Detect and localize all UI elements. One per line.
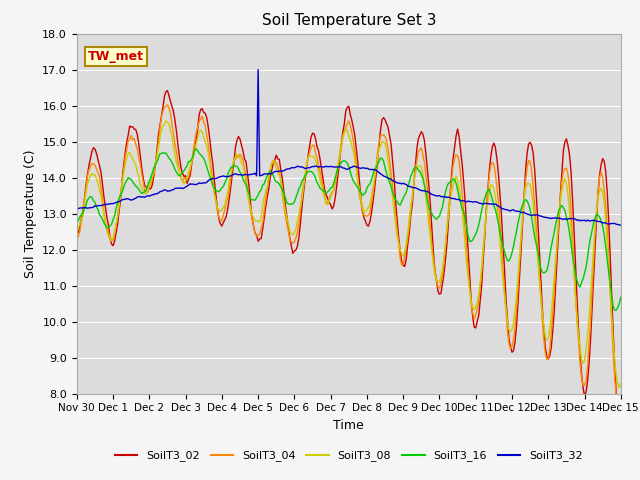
SoilT3_16 bbox=[174, 172, 182, 178]
SoilT3_32 bbox=[384, 175, 392, 181]
SoilT3_04 bbox=[552, 263, 559, 268]
SoilT3_04 bbox=[73, 236, 81, 242]
SoilT3_04 bbox=[617, 416, 625, 422]
SoilT3_08 bbox=[176, 170, 184, 176]
SoilT3_08 bbox=[552, 254, 559, 260]
SoilT3_08 bbox=[616, 384, 623, 390]
Line: SoilT3_32: SoilT3_32 bbox=[77, 70, 621, 225]
SoilT3_02 bbox=[552, 279, 559, 285]
SoilT3_16 bbox=[193, 146, 200, 152]
SoilT3_04 bbox=[164, 102, 172, 108]
SoilT3_08 bbox=[403, 240, 410, 246]
SoilT3_08 bbox=[88, 170, 96, 176]
SoilT3_16 bbox=[415, 167, 422, 173]
Y-axis label: Soil Temperature (C): Soil Temperature (C) bbox=[24, 149, 36, 278]
SoilT3_02 bbox=[73, 232, 81, 238]
SoilT3_32 bbox=[552, 215, 559, 221]
SoilT3_32 bbox=[415, 186, 422, 192]
SoilT3_02 bbox=[384, 125, 392, 131]
SoilT3_32 bbox=[88, 205, 96, 211]
Text: TW_met: TW_met bbox=[88, 50, 144, 63]
SoilT3_02 bbox=[403, 256, 410, 262]
SoilT3_02 bbox=[415, 136, 422, 142]
Title: Soil Temperature Set 3: Soil Temperature Set 3 bbox=[262, 13, 436, 28]
SoilT3_04 bbox=[403, 244, 410, 250]
SoilT3_08 bbox=[415, 163, 422, 169]
SoilT3_16 bbox=[88, 194, 96, 200]
SoilT3_16 bbox=[73, 220, 81, 226]
SoilT3_04 bbox=[176, 169, 184, 175]
SoilT3_04 bbox=[415, 149, 422, 155]
SoilT3_16 bbox=[612, 307, 620, 313]
SoilT3_16 bbox=[552, 220, 559, 226]
Legend: SoilT3_02, SoilT3_04, SoilT3_08, SoilT3_16, SoilT3_32: SoilT3_02, SoilT3_04, SoilT3_08, SoilT3_… bbox=[110, 446, 588, 466]
SoilT3_02 bbox=[617, 438, 625, 444]
SoilT3_02 bbox=[164, 88, 172, 94]
SoilT3_08 bbox=[617, 381, 625, 386]
SoilT3_32 bbox=[403, 181, 410, 187]
Line: SoilT3_16: SoilT3_16 bbox=[77, 149, 621, 310]
SoilT3_16 bbox=[617, 294, 625, 300]
SoilT3_02 bbox=[88, 149, 96, 155]
SoilT3_32 bbox=[174, 185, 182, 191]
SoilT3_04 bbox=[88, 161, 96, 167]
Line: SoilT3_02: SoilT3_02 bbox=[77, 91, 621, 441]
Line: SoilT3_08: SoilT3_08 bbox=[77, 121, 621, 387]
SoilT3_16 bbox=[384, 176, 392, 181]
SoilT3_16 bbox=[403, 190, 410, 195]
Line: SoilT3_04: SoilT3_04 bbox=[77, 105, 621, 419]
SoilT3_08 bbox=[73, 230, 81, 236]
SoilT3_08 bbox=[384, 158, 392, 164]
SoilT3_02 bbox=[176, 155, 184, 161]
X-axis label: Time: Time bbox=[333, 419, 364, 432]
SoilT3_32 bbox=[73, 206, 81, 212]
SoilT3_04 bbox=[384, 146, 392, 152]
SoilT3_32 bbox=[254, 67, 262, 72]
SoilT3_08 bbox=[162, 118, 170, 124]
SoilT3_32 bbox=[617, 222, 625, 228]
